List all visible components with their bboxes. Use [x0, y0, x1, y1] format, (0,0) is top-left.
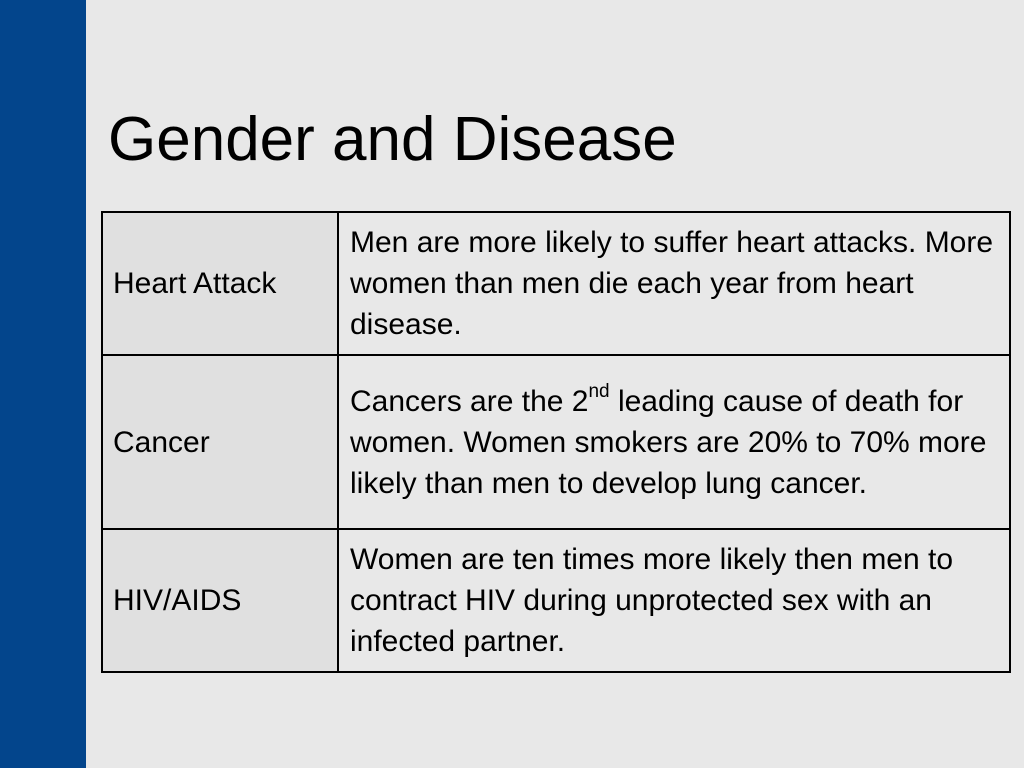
ordinal-superscript: nd [588, 380, 610, 402]
row-label-hiv-aids: HIV/AIDS [101, 528, 339, 673]
table-row-heart-attack: Heart Attack Men are more likely to suff… [101, 211, 1011, 356]
row-description-hiv-aids: Women are ten times more likely then men… [337, 528, 1011, 673]
slide-title: Gender and Disease [108, 105, 677, 174]
cancer-text-end: leading cause of death for women. Women … [350, 384, 987, 500]
table-row-cancer: Cancer Cancers are the 2nd leading cause… [101, 354, 1011, 530]
row-description-heart-attack: Men are more likely to suffer heart atta… [337, 211, 1011, 356]
disease-table: Heart Attack Men are more likely to suff… [101, 211, 1011, 673]
row-label-cancer: Cancer [101, 354, 339, 530]
cancer-text-start: Cancers are the 2 [350, 384, 589, 418]
row-description-cancer: Cancers are the 2nd leading cause of dea… [337, 354, 1011, 530]
table-row-hiv-aids: HIV/AIDS Women are ten times more likely… [101, 528, 1011, 673]
side-accent-bar [0, 0, 86, 768]
row-label-heart-attack: Heart Attack [101, 211, 339, 356]
